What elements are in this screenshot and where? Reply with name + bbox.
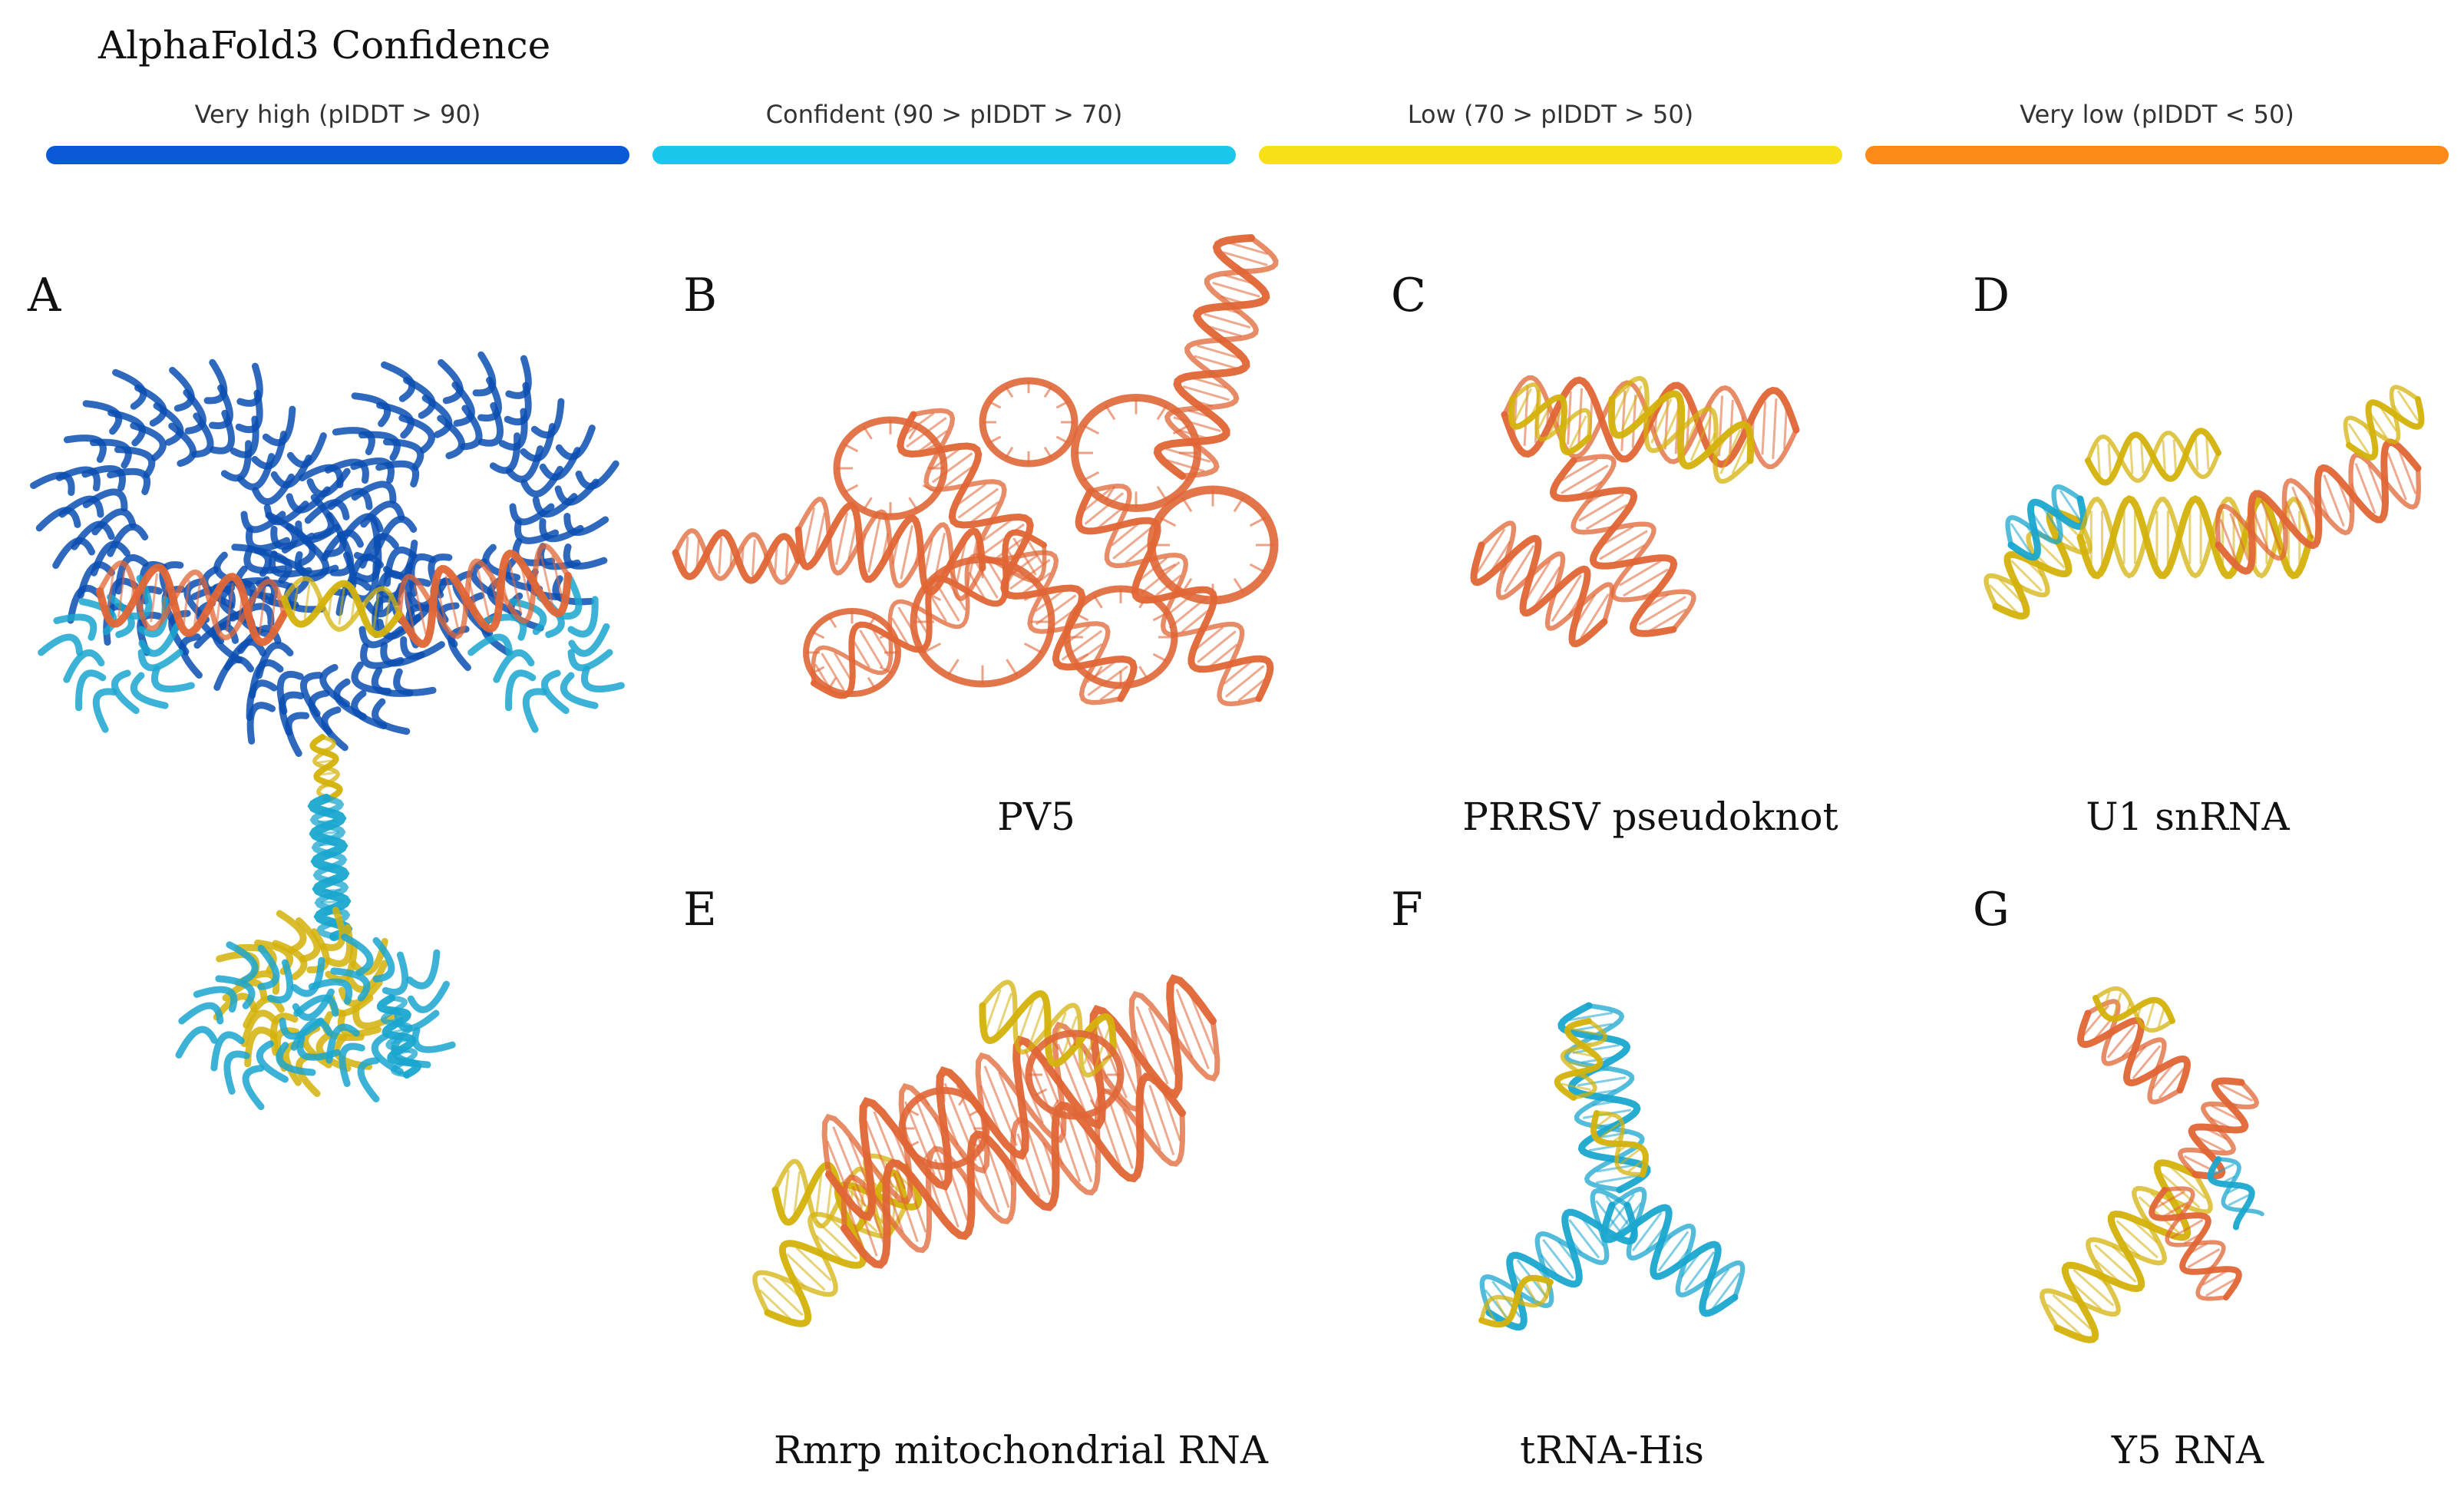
panel-letter-d: D xyxy=(1973,269,2010,322)
panel-letter-a: A xyxy=(28,269,61,322)
structure-c-prrsv-pseudoknot xyxy=(1470,375,1800,648)
panel-letter-c: C xyxy=(1391,269,1426,322)
caption-e: Rmrp mitochondrial RNA xyxy=(773,1428,1269,1472)
legend-label-very-high: Very high (pIDDT > 90) xyxy=(194,100,481,129)
panel-letter-e: E xyxy=(683,883,717,937)
legend-bar-very-high xyxy=(46,146,629,164)
structure-d-u1-snrna xyxy=(1983,385,2425,620)
panel-letter-f: F xyxy=(1391,883,1423,937)
structure-a-protein-rna-complex xyxy=(30,351,625,1111)
caption-g: Y5 RNA xyxy=(2111,1428,2264,1472)
legend-bar-very-low xyxy=(1865,146,2449,164)
structure-f-trna-his xyxy=(1478,1002,1746,1331)
structure-b-pv5 xyxy=(672,234,1279,707)
legend-bar-low xyxy=(1259,146,1842,164)
caption-b: PV5 xyxy=(997,795,1075,839)
structure-g-y5-rna xyxy=(2040,986,2264,1343)
panel-letter-g: G xyxy=(1973,883,2010,937)
legend-label-confident: Confident (90 > pIDDT > 70) xyxy=(765,100,1123,129)
legend-bar-confident xyxy=(652,146,1236,164)
caption-c: PRRSV pseudoknot xyxy=(1462,795,1838,839)
figure-title: AlphaFold3 Confidence xyxy=(98,23,551,68)
structure-e-rmrp xyxy=(752,974,1220,1327)
caption-f: tRNA-His xyxy=(1520,1428,1704,1472)
legend-label-low: Low (70 > pIDDT > 50) xyxy=(1407,100,1694,129)
panel-letter-b: B xyxy=(683,269,718,322)
legend-label-very-low: Very low (pIDDT < 50) xyxy=(2020,100,2294,129)
caption-d: U1 snRNA xyxy=(2086,795,2290,839)
